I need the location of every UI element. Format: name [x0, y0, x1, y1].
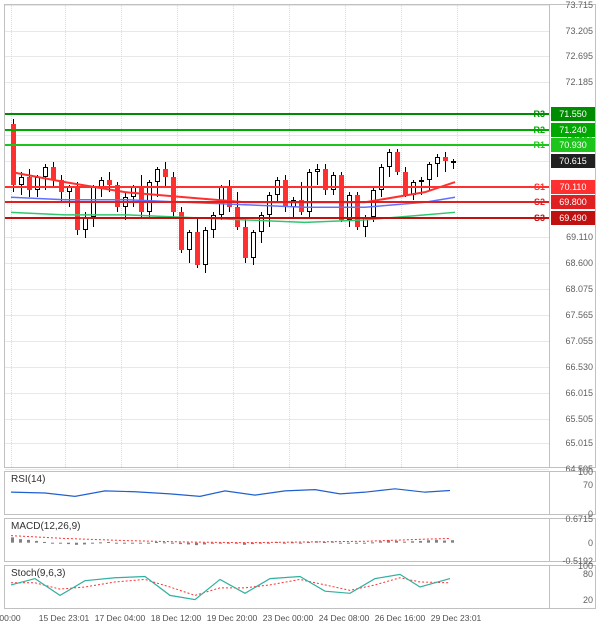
y-tick-label: 72.185 [565, 77, 593, 87]
gridline [5, 419, 549, 420]
y-tick-label: 67.055 [565, 336, 593, 346]
stoch-panel[interactable]: Stoch(9,6,3) 1008020 [4, 565, 596, 609]
time-x-axis: 00:0015 Dec 23:0117 Dec 04:0018 Dec 12:0… [4, 611, 596, 629]
level-label-S1: S1 [534, 182, 545, 192]
gridline-v [345, 5, 346, 467]
price-chart-panel[interactable]: 73.71573.20572.69572.18571.55071.13070.6… [4, 4, 596, 468]
level-price-S3: 69.490 [551, 211, 595, 225]
macd-label: MACD(12,26,9) [11, 521, 80, 532]
gridline [5, 5, 549, 6]
level-label-R3: R3 [533, 109, 545, 119]
gridline [5, 237, 549, 238]
y-tick-label: 69.110 [566, 232, 593, 242]
x-tick-label: 19 Dec 20:00 [207, 613, 258, 623]
x-tick-label: 24 Dec 08:00 [319, 613, 370, 623]
y-tick-label: 73.715 [565, 0, 593, 10]
y-tick-label: 0.6715 [565, 514, 593, 524]
indicator-overlay [5, 566, 551, 608]
price-y-axis: 73.71573.20572.69572.18571.55071.13070.6… [549, 5, 595, 467]
gridline [5, 135, 549, 136]
level-price-S1: 70.110 [551, 180, 595, 194]
x-tick-label: 00:00 [0, 613, 21, 623]
level-R2 [5, 129, 549, 131]
gridline-v [457, 5, 458, 467]
gridline-v [121, 5, 122, 467]
level-S2 [5, 201, 549, 203]
gridline [5, 469, 549, 470]
y-tick-label: 100 [578, 467, 593, 477]
gridline [5, 289, 549, 290]
gridline [5, 341, 549, 342]
x-tick-label: 23 Dec 00:00 [263, 613, 314, 623]
x-tick-label: 17 Dec 04:00 [95, 613, 146, 623]
level-S3 [5, 217, 549, 219]
level-label-R1: R1 [533, 140, 545, 150]
y-tick-label: 20 [583, 595, 593, 605]
macd-y-axis: 0.67150-0.5192 [549, 519, 595, 561]
y-tick-label: 65.505 [565, 414, 593, 424]
y-tick-label: 66.015 [565, 388, 593, 398]
gridline [5, 56, 549, 57]
level-R3 [5, 113, 549, 115]
gridline [5, 161, 549, 162]
stoch-label: Stoch(9,6,3) [11, 568, 65, 579]
y-tick-label: 72.695 [565, 51, 593, 61]
x-tick-label: 26 Dec 16:00 [375, 613, 426, 623]
gridline [5, 315, 549, 316]
gridline [5, 367, 549, 368]
level-label-S3: S3 [534, 213, 545, 223]
x-tick-label: 29 Dec 23:01 [431, 613, 482, 623]
y-tick-label: 66.530 [565, 362, 593, 372]
x-tick-label: 15 Dec 23:01 [39, 613, 90, 623]
level-price-R1: 70.930 [551, 138, 595, 152]
rsi-y-axis: 100700 [549, 472, 595, 514]
level-price-S2: 69.800 [551, 195, 595, 209]
gridline-v [11, 5, 12, 467]
gridline [5, 393, 549, 394]
y-tick-label: 70 [583, 480, 593, 490]
y-tick-label: 68.075 [565, 284, 593, 294]
level-S1 [5, 186, 549, 188]
gridline-v [401, 5, 402, 467]
gridline [5, 263, 549, 264]
y-tick-label: 80 [583, 569, 593, 579]
level-price-R2: 71.240 [551, 123, 595, 137]
level-label-R2: R2 [533, 125, 545, 135]
gridline [5, 82, 549, 83]
gridline-v [65, 5, 66, 467]
gridline [5, 443, 549, 444]
y-tick-label: 68.600 [565, 258, 593, 268]
gridline [5, 31, 549, 32]
indicator-overlay [5, 472, 551, 514]
level-label-S2: S2 [534, 197, 545, 207]
rsi-panel[interactable]: RSI(14) 100700 [4, 471, 596, 515]
rsi-label: RSI(14) [11, 474, 45, 485]
x-tick-label: 18 Dec 12:00 [151, 613, 202, 623]
stoch-y-axis: 1008020 [549, 566, 595, 608]
level-price-R3: 71.550 [551, 107, 595, 121]
macd-panel[interactable]: MACD(12,26,9) 0.67150-0.5192 [4, 518, 596, 562]
y-tick-label: 67.565 [565, 310, 593, 320]
y-tick-label: 0 [588, 538, 593, 548]
gridline-v [233, 5, 234, 467]
y-tick-label: 65.015 [565, 438, 593, 448]
gridline-v [289, 5, 290, 467]
indicator-overlay [5, 519, 551, 561]
gridline-v [177, 5, 178, 467]
level-R1 [5, 144, 549, 146]
current-price-tag: 70.615 [551, 154, 595, 168]
y-tick-label: 73.205 [565, 26, 593, 36]
